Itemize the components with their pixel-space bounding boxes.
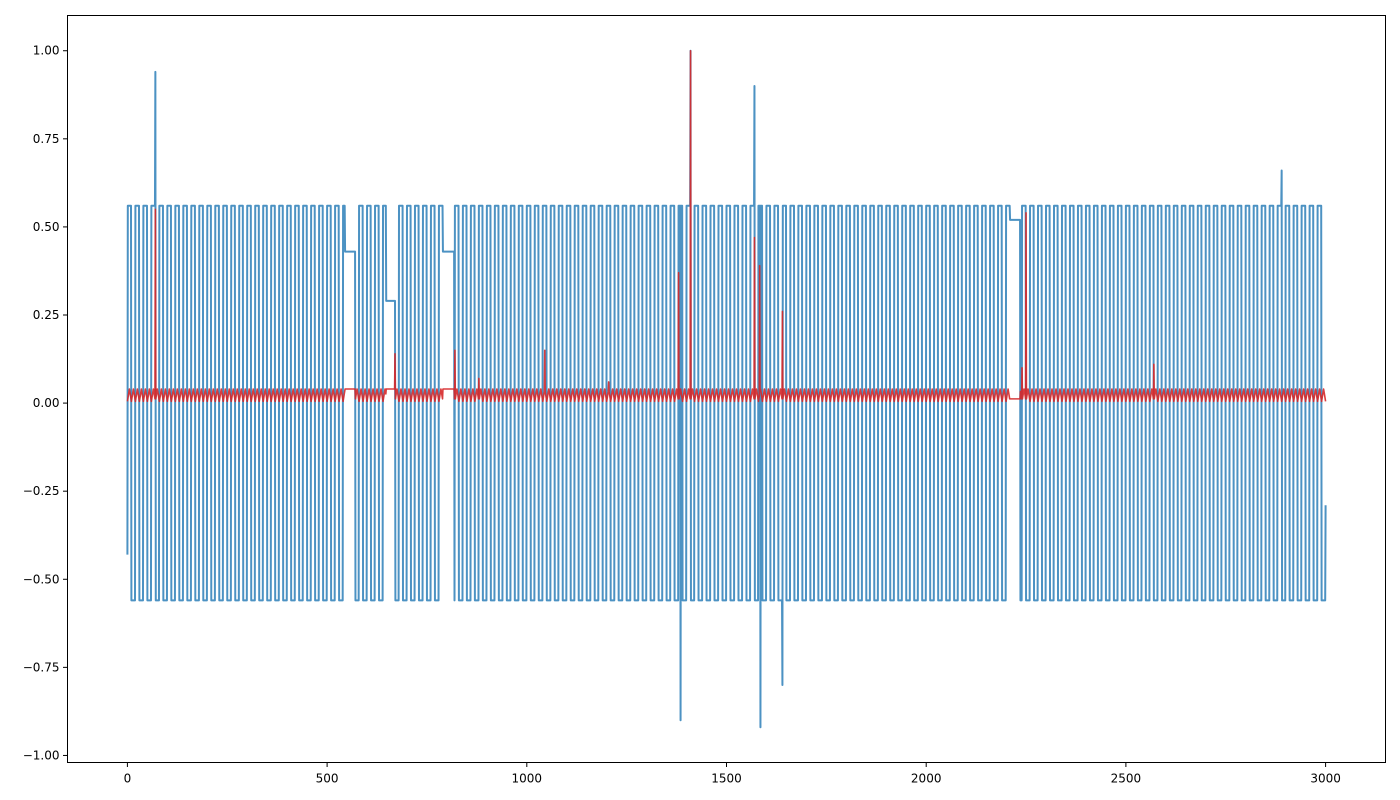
series-line-signal: [126, 49, 1327, 729]
y-tick-label: −0.25: [23, 484, 60, 498]
x-tick-label: 2000: [911, 772, 942, 786]
series-line-envelope: [126, 49, 1327, 403]
y-tick-label: −1.00: [23, 748, 60, 762]
y-tick-label: 0.25: [33, 308, 60, 322]
x-tick-label: 2500: [1111, 772, 1142, 786]
y-tick-label: −0.75: [23, 660, 60, 674]
plot-area: [126, 49, 1327, 729]
x-tick-label: 0: [124, 772, 132, 786]
y-tick-label: 0.75: [33, 132, 60, 146]
x-axis: 0 500 1000 1500 2000 2500 3000: [124, 762, 1341, 786]
x-tick-label: 500: [316, 772, 339, 786]
x-tick-label: 3000: [1310, 772, 1341, 786]
y-tick-label: 0.50: [33, 220, 60, 234]
y-axis: −1.00 −0.75 −0.50 −0.25 0.00 0.25 0.50 0.75 1.00: [23, 44, 68, 762]
x-tick-label: 1000: [512, 772, 543, 786]
x-tick-label: 1500: [711, 772, 742, 786]
y-tick-label: −0.50: [23, 572, 60, 586]
y-tick-label: 1.00: [33, 44, 60, 58]
y-tick-label: 0.00: [33, 396, 60, 410]
